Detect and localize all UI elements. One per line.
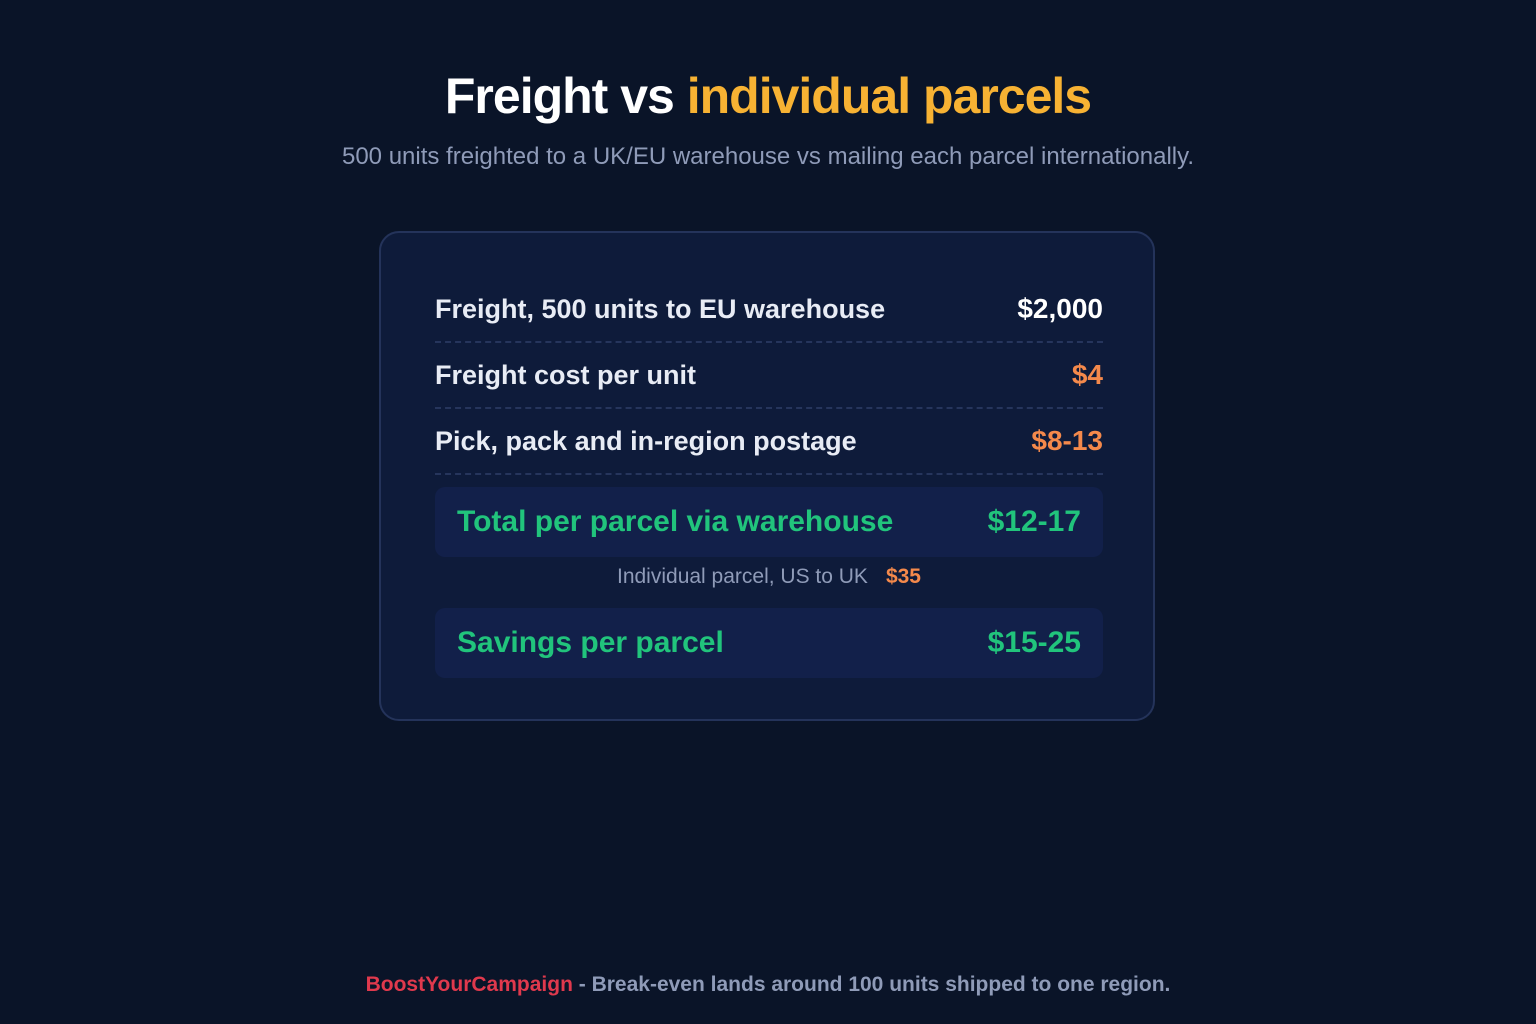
total-per-parcel: Total per parcel via warehouse $12-17 <box>435 487 1103 557</box>
footer-note: BoostYourCampaign - Break-even lands aro… <box>0 970 1536 1000</box>
row-label: Freight, 500 units to EU warehouse <box>435 293 886 324</box>
cost-row-freight-total: Freight, 500 units to EU warehouse $2,00… <box>435 277 1103 343</box>
footer-separator: - <box>572 973 592 996</box>
total-value: $12-17 <box>987 505 1081 538</box>
cost-row-freight-per-unit: Freight cost per unit $4 <box>435 343 1103 409</box>
comparison-label: Individual parcel, US to UK <box>616 565 868 588</box>
row-label: Pick, pack and in-region postage <box>435 425 857 456</box>
title-accent: individual parcels <box>686 68 1092 124</box>
savings-per-parcel: Savings per parcel $15-25 <box>435 608 1103 678</box>
comparison-value: $35 <box>885 565 921 588</box>
title-plain: Freight vs <box>444 68 687 124</box>
individual-parcel-comparison: Individual parcel, US to UK $35 <box>381 562 1157 592</box>
row-label: Freight cost per unit <box>435 359 697 390</box>
page-subtitle: 500 units freighted to a UK/EU warehouse… <box>341 143 1195 170</box>
row-value: $4 <box>1071 359 1103 390</box>
footer-text: Break-even lands around 100 units shippe… <box>591 973 1171 996</box>
page-title: Freight vs individual parcels <box>0 66 1536 126</box>
row-value: $8-13 <box>1031 425 1103 456</box>
brand-name: BoostYourCampaign <box>365 973 573 996</box>
total-label: Total per parcel via warehouse <box>457 505 894 538</box>
cost-row-pick-pack: Pick, pack and in-region postage $8-13 <box>435 409 1103 475</box>
row-value: $2,000 <box>1017 293 1103 324</box>
cost-comparison-card: Freight, 500 units to EU warehouse $2,00… <box>379 231 1155 721</box>
savings-value: $15-25 <box>987 626 1081 659</box>
savings-label: Savings per parcel <box>457 626 724 659</box>
